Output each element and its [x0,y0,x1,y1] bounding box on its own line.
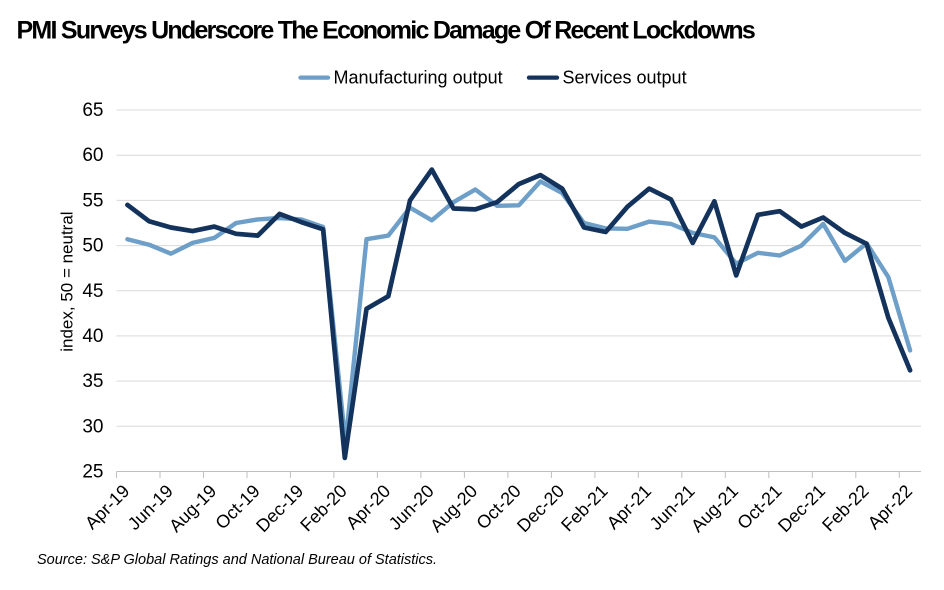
svg-text:45: 45 [82,281,103,302]
svg-text:30: 30 [82,416,103,437]
svg-text:35: 35 [82,371,103,392]
svg-text:50: 50 [82,236,103,257]
svg-text:Manufacturing output: Manufacturing output [334,67,503,87]
svg-text:PMI Surveys Underscore The Eco: PMI Surveys Underscore The Economic Dama… [17,17,755,45]
svg-text:Source: S&P Global Ratings and: Source: S&P Global Ratings and National … [37,552,437,568]
svg-text:index, 50 = neutral: index, 50 = neutral [58,211,77,351]
svg-text:60: 60 [82,145,103,166]
svg-text:40: 40 [82,326,103,347]
svg-text:25: 25 [82,462,103,483]
svg-text:Services output: Services output [563,67,687,87]
svg-text:65: 65 [82,100,103,121]
svg-text:55: 55 [82,190,103,211]
